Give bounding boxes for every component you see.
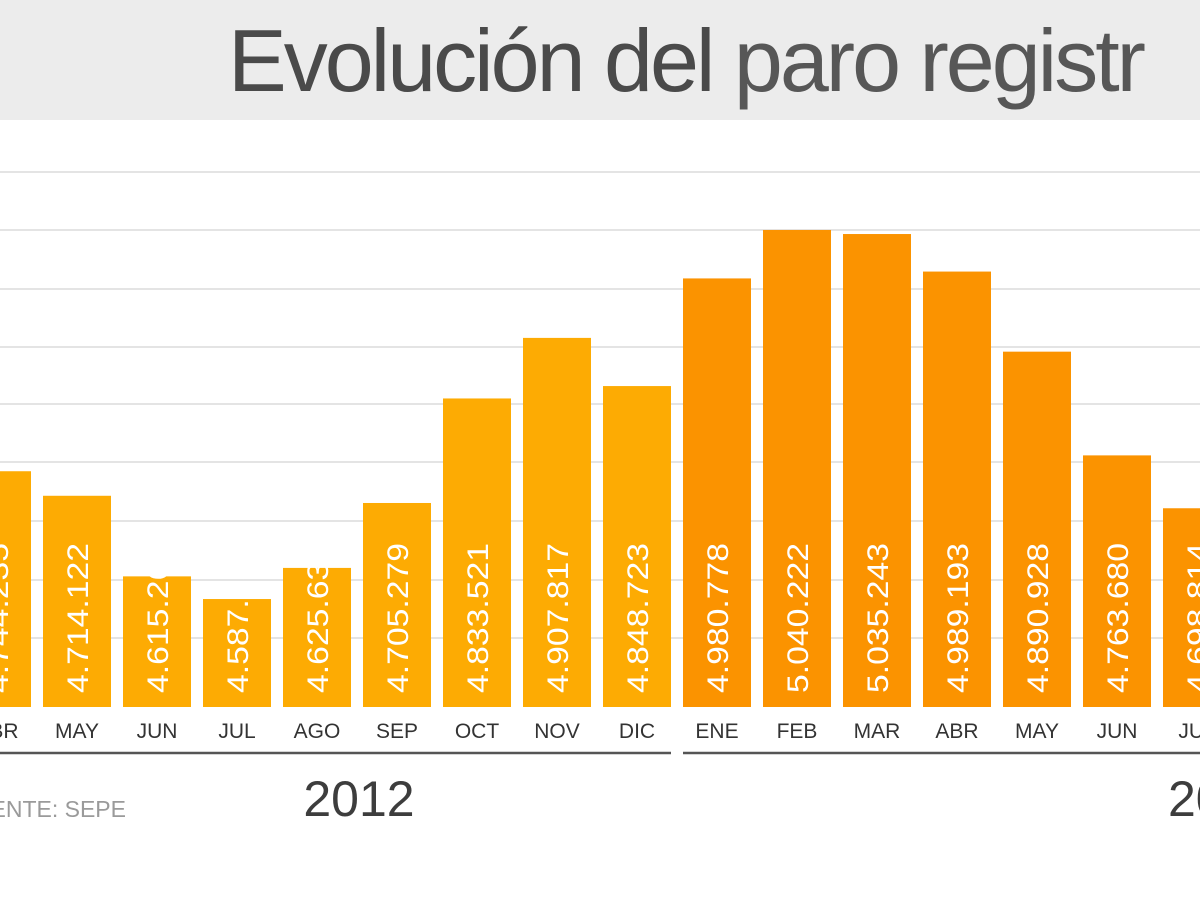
bar-value-label: 4.763.680 [1102,543,1135,693]
x-tick-label: FEB [777,720,818,743]
bar [763,229,831,707]
bar [123,576,191,707]
bar [1163,508,1200,707]
gridlines [0,171,1200,639]
bar-value-label: 4.714.122 [62,543,95,693]
bar-value-label: 4.587.455 [222,543,255,693]
x-tick-label: NOV [534,720,580,743]
bar-value-label: 4.705.279 [382,543,415,693]
chart-title: Evolución del paro registr [228,6,1146,116]
bar-value-label: 4.744.235 [0,543,15,693]
bar-value-label: 4.833.521 [462,543,495,693]
bar [0,471,31,707]
x-tick-label: ENE [695,720,738,743]
bar [203,599,271,707]
x-tick-label: DIC [619,720,655,743]
bar-value-label: 5.035.243 [862,543,895,693]
x-tick-label: MAR [854,720,901,743]
title-regular: Evolución del [228,11,734,110]
bar-value-label: 4.907.817 [542,543,575,693]
bar [603,386,671,707]
bar-value-label: 4.890.928 [1022,543,1055,693]
bar-value-label: 4.615.269 [142,543,175,693]
bar-value-label: 5.040.222 [782,543,815,693]
bar [523,337,591,707]
bar [923,271,991,707]
bar-value-label: 4.848.723 [622,543,655,693]
bar-value-label: 4.698.814 [1182,543,1200,693]
source-text: FUENTE: SEPE [0,796,126,822]
x-tick-label: SEP [376,720,418,743]
bar-value-label: 4.625.634 [302,543,335,693]
bar [43,495,111,707]
x-tick-label: OCT [455,720,500,743]
bar [443,398,511,707]
year-label: 2013 [1168,771,1200,827]
title-band [0,0,1200,120]
x-tick-label: JUL [1178,720,1200,743]
x-tick-label: MAY [55,720,99,743]
source-note: FUENTE: SEPE [0,793,140,825]
bar [683,278,751,707]
bar-value-label: 4.989.193 [942,543,975,693]
x-tick-label: JUN [137,720,178,743]
bar [1003,351,1071,707]
x-tick-label: ABR [0,720,19,743]
year-label: 2012 [303,771,414,827]
bar [843,234,911,707]
bar [363,502,431,707]
x-tick-label: JUN [1097,720,1138,743]
bar [1083,455,1151,707]
x-tick-label: AGO [294,720,341,743]
x-tick-label: JUL [218,720,255,743]
x-tick-label: ABR [935,720,978,743]
title-bold: paro registr [733,11,1146,110]
bar [283,567,351,707]
bar-value-label: 4.980.778 [702,543,735,693]
x-tick-label: MAY [1015,720,1059,743]
